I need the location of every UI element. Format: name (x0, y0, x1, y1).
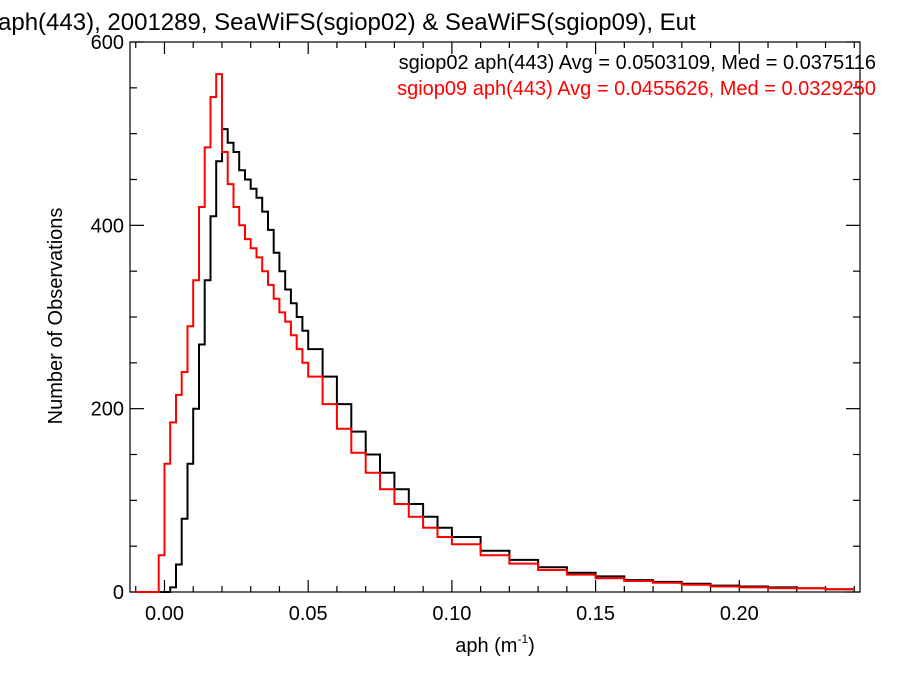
axis-ticks (130, 41, 860, 593)
series-layer (135, 73, 855, 593)
x-tick-label: 0.15 (576, 603, 615, 625)
plot-frame (129, 41, 861, 593)
chart-title: aph(443), 2001289, SeaWiFS(sgiop02) & Se… (0, 9, 696, 36)
y-tick-label: 200 (91, 399, 124, 421)
y-tick-label: 600 (91, 32, 124, 54)
x-tick-label: 0.20 (720, 603, 759, 625)
x-tick-label: 0.00 (145, 603, 184, 625)
y-axis-label: Number of Observations (45, 208, 67, 425)
series-line-sgiop02 (135, 128, 855, 593)
x-tick-label: 0.05 (289, 603, 328, 625)
series-line-sgiop09 (135, 73, 855, 593)
y-tick-label: 0 (113, 582, 124, 604)
legend-entry-sgiop02: sgiop02 aph(443) Avg = 0.0503109, Med = … (399, 52, 876, 74)
x-tick-label: 0.10 (432, 603, 471, 625)
legend-entry-sgiop09: sgiop09 aph(443) Avg = 0.0455626, Med = … (397, 78, 876, 100)
y-tick-label: 400 (91, 215, 124, 237)
x-axis-label: aph (m-1) (455, 632, 535, 657)
axis-tick-labels: 0.00 0.05 0.10 0.15 0.20 0 200 400 600 (91, 32, 759, 625)
